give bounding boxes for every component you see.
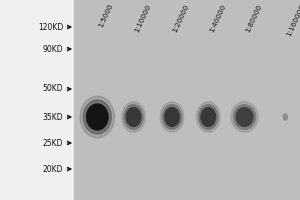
Bar xyxy=(0,0,74,200)
Text: 1:5000: 1:5000 xyxy=(97,3,113,29)
Text: 1:40000: 1:40000 xyxy=(208,3,226,33)
Ellipse shape xyxy=(163,105,182,129)
Text: 35KD: 35KD xyxy=(42,112,63,121)
Ellipse shape xyxy=(283,114,287,120)
Ellipse shape xyxy=(199,105,218,129)
Text: 1:10000: 1:10000 xyxy=(134,3,152,33)
Ellipse shape xyxy=(86,104,108,130)
Ellipse shape xyxy=(80,96,115,138)
Bar xyxy=(74,0,300,200)
Ellipse shape xyxy=(126,108,141,127)
Ellipse shape xyxy=(122,102,145,132)
Ellipse shape xyxy=(124,105,143,129)
Text: 1:80000: 1:80000 xyxy=(244,3,263,33)
Ellipse shape xyxy=(231,102,258,132)
Ellipse shape xyxy=(196,102,220,132)
Text: 25KD: 25KD xyxy=(43,138,63,148)
Text: 1:20000: 1:20000 xyxy=(172,3,190,33)
Text: 1:160000: 1:160000 xyxy=(285,3,300,37)
Text: 120KD: 120KD xyxy=(38,22,63,31)
Text: 20KD: 20KD xyxy=(43,164,63,173)
Ellipse shape xyxy=(201,108,216,127)
Text: 50KD: 50KD xyxy=(42,84,63,93)
Ellipse shape xyxy=(160,102,184,132)
Ellipse shape xyxy=(165,108,179,127)
Ellipse shape xyxy=(83,100,111,134)
Ellipse shape xyxy=(233,105,256,129)
Text: 90KD: 90KD xyxy=(42,45,63,53)
Ellipse shape xyxy=(236,108,253,127)
